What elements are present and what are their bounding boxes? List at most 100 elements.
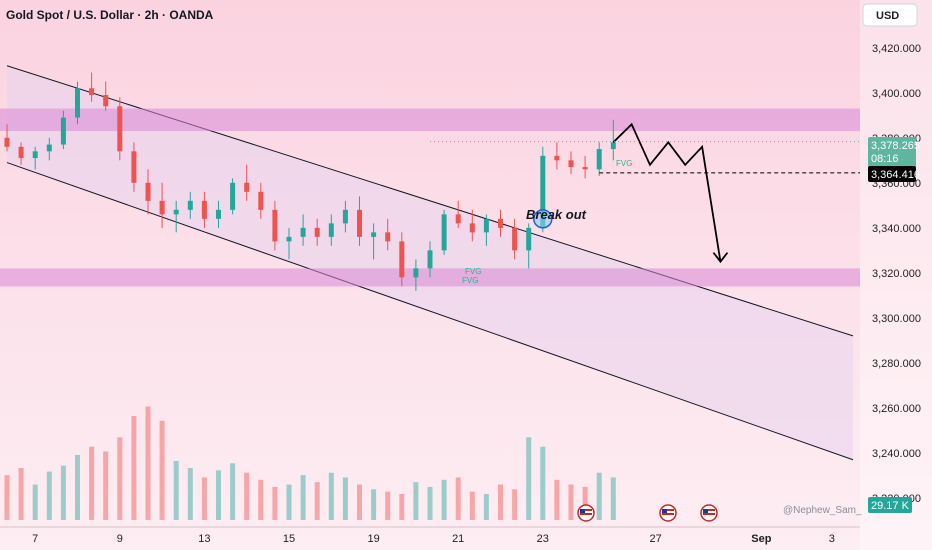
candle-body: [568, 160, 574, 168]
volume-bar: [357, 484, 362, 520]
volume-bar: [498, 484, 503, 520]
y-tick-label: 3,240.000: [872, 448, 921, 460]
x-tick-label: 23: [537, 533, 549, 545]
x-tick-label: 9: [117, 533, 123, 545]
volume-bar: [272, 486, 278, 520]
candle-body: [131, 151, 137, 183]
fvg-label-left-1: FVG: [465, 267, 481, 276]
x-tick-label: 13: [198, 533, 210, 545]
candle-body: [159, 200, 165, 215]
candle-body: [187, 200, 193, 210]
candle-body: [427, 250, 433, 269]
volume-bar: [441, 479, 447, 520]
candle-body: [554, 155, 560, 161]
chart-title: Gold Spot / U.S. Dollar · 2h · OANDA: [6, 8, 214, 22]
last-price-tag: [868, 137, 916, 167]
breakout-circle: [533, 209, 553, 229]
volume-bar: [554, 479, 560, 520]
candle-body: [441, 214, 447, 251]
volume-bar: [455, 477, 461, 520]
volume-bar: [117, 437, 123, 520]
volume-bar: [173, 460, 179, 520]
candle-body: [201, 200, 207, 219]
volume-bar: [103, 451, 109, 520]
volume-bar: [371, 489, 377, 520]
candle-body: [4, 137, 10, 147]
y-tick-label: 3,280.000: [872, 358, 921, 370]
y-tick-label: 3,340.000: [872, 223, 921, 235]
volume-bar: [216, 470, 221, 520]
volume-bar: [187, 468, 193, 520]
breakout-label: Break out: [526, 207, 587, 222]
candle-body: [328, 223, 334, 237]
candles-layer: [4, 72, 616, 291]
volume-bar: [596, 472, 602, 520]
x-tick-label: 19: [367, 533, 379, 545]
volume-bar: [526, 437, 532, 520]
volume-bar: [328, 472, 334, 520]
y-tick-label: 3,400.000: [872, 88, 921, 100]
us-flag-icon[interactable]: [700, 504, 718, 522]
volume-bar: [427, 486, 433, 520]
volume-bar: [60, 465, 66, 520]
candle-body: [173, 209, 179, 215]
volume-bar: [610, 477, 616, 520]
candle-body: [103, 95, 109, 107]
candle-body: [314, 227, 320, 237]
y-tick-label: 3,320.000: [872, 268, 921, 280]
volume-bar: [413, 482, 419, 520]
x-tick-label: Sep: [751, 533, 771, 545]
candle-body: [399, 241, 405, 278]
candle-body: [342, 209, 348, 224]
candle-body: [385, 232, 391, 242]
x-tick-label: 7: [32, 533, 38, 545]
candle-body: [413, 268, 419, 278]
volume-tag: [868, 497, 912, 513]
volume-bar: [540, 446, 546, 520]
candle-body: [244, 182, 250, 192]
volume-tag-value: 29.17 K: [871, 500, 910, 512]
y-tick-label: 3,420.000: [872, 43, 921, 55]
candle-body: [230, 182, 236, 210]
candle-body: [512, 227, 518, 251]
volume-bar: [512, 489, 518, 520]
candle-body: [286, 236, 292, 242]
candle-body: [89, 88, 95, 96]
fvg-label-right: FVG: [616, 159, 632, 168]
volume-bar: [4, 475, 10, 520]
candle-body: [483, 218, 489, 233]
volume-bar: [314, 482, 320, 520]
fvg-label-left-2: FVG: [462, 276, 478, 285]
volume-bar: [46, 471, 52, 520]
candle-body: [75, 88, 80, 118]
volume-bar: [230, 463, 236, 520]
last-price-countdown: 08:16: [871, 153, 899, 165]
candle-body: [216, 209, 221, 219]
volume-bar: [286, 484, 292, 520]
volume-bar: [582, 486, 588, 520]
candle-body: [610, 142, 616, 150]
currency-button-label: USD: [876, 10, 899, 22]
us-flag-icon[interactable]: [577, 504, 595, 522]
watermark: @Nephew_Sam_: [783, 505, 862, 516]
currency-button[interactable]: [862, 3, 918, 27]
candle-body: [117, 106, 123, 152]
volume-layer: [4, 406, 616, 520]
x-tick-label: 27: [649, 533, 661, 545]
volume-bar: [399, 494, 405, 520]
x-tick-label: 15: [283, 533, 295, 545]
volume-bar: [568, 484, 574, 520]
volume-bar: [385, 491, 391, 520]
projection-arrow-head: [712, 252, 729, 264]
candle-body: [469, 223, 475, 233]
volume-bar: [342, 477, 348, 520]
us-flag-icon[interactable]: [659, 504, 677, 522]
price-axis-panel: [860, 0, 932, 550]
volume-bar: [89, 446, 95, 520]
candle-body: [258, 191, 264, 210]
candle-body: [540, 155, 546, 228]
volume-bar: [159, 420, 165, 520]
resistance-zone: [0, 108, 860, 132]
overlay-layer: [430, 122, 860, 264]
volume-bar: [300, 475, 306, 520]
